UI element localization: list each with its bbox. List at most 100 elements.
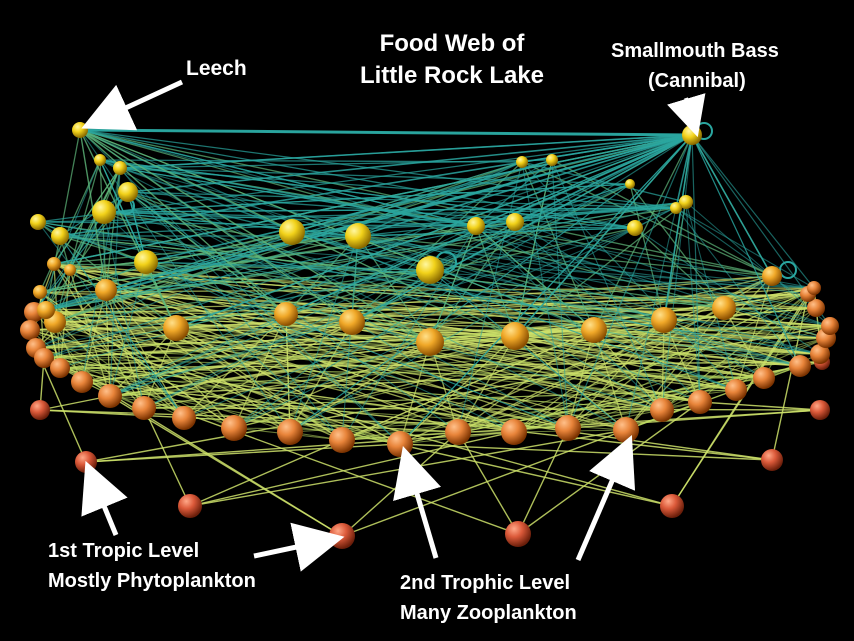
zooplankton-node xyxy=(445,419,471,445)
trophic-link xyxy=(663,319,801,367)
trophic-link xyxy=(53,134,693,265)
trophic-link xyxy=(675,207,817,309)
mid-level-node xyxy=(95,279,117,301)
trophic-link xyxy=(691,134,815,289)
top-predator-node xyxy=(134,250,158,274)
trophic-link xyxy=(33,134,693,313)
trophic-link xyxy=(119,167,801,367)
mid-level-node xyxy=(339,309,365,335)
second-level-arrow-left xyxy=(393,446,442,559)
trophic-link xyxy=(37,221,185,419)
zooplankton-node xyxy=(277,419,303,445)
trophic-link xyxy=(567,409,663,429)
trophic-link xyxy=(145,261,515,433)
zooplankton-node xyxy=(387,431,413,457)
zooplankton-node xyxy=(172,406,196,430)
trophic-link xyxy=(81,381,773,461)
trophic-link xyxy=(119,167,631,185)
trophic-link xyxy=(289,235,359,433)
trophic-link xyxy=(127,134,693,193)
zooplankton-node xyxy=(650,398,674,422)
trophic-link xyxy=(99,159,636,229)
trophic-link xyxy=(723,293,809,309)
base-species-node xyxy=(660,494,684,518)
trophic-link xyxy=(105,167,121,291)
zooplankton-node xyxy=(725,379,747,401)
trophic-link xyxy=(103,211,477,227)
first-level-label-line-2: Mostly Phytoplankton xyxy=(48,570,256,592)
trophic-link xyxy=(54,159,101,323)
trophic-link xyxy=(109,183,631,397)
trophic-link xyxy=(109,134,693,397)
zooplankton-node xyxy=(50,358,70,378)
top-predator-node xyxy=(113,161,127,175)
title-line-1: Food Web of xyxy=(379,30,525,57)
mid-level-node xyxy=(651,307,677,333)
bass-label-line-1: Smallmouth Bass xyxy=(611,40,779,62)
top-predator-node xyxy=(92,200,116,224)
trophic-link xyxy=(691,134,801,367)
second-level-label-line-1: 2nd Trophic Level xyxy=(400,572,571,594)
trophic-link xyxy=(79,129,431,343)
trophic-link xyxy=(289,183,631,433)
base-species-node xyxy=(178,494,202,518)
top-predator-node xyxy=(682,125,702,145)
trophic-link xyxy=(81,167,121,383)
top-predator-node xyxy=(625,179,635,189)
top-predator-node xyxy=(670,202,682,214)
trophic-link xyxy=(357,235,773,277)
trophic-link xyxy=(291,231,809,295)
top-predator-node xyxy=(546,154,558,166)
trophic-link xyxy=(39,291,831,327)
base-species-node xyxy=(75,451,97,473)
annotation-arrows xyxy=(81,79,706,572)
title-line-2: Little Rock Lake xyxy=(359,62,545,89)
mid-level-node xyxy=(581,317,607,343)
trophic-link xyxy=(69,235,359,271)
mid-level-node xyxy=(47,257,61,271)
zooplankton-node xyxy=(20,320,40,340)
trophic-link xyxy=(29,159,101,331)
trophic-link xyxy=(291,231,815,289)
trophic-link xyxy=(475,225,663,411)
trophic-link xyxy=(351,134,693,323)
trophic-link xyxy=(189,439,343,507)
top-predator-node xyxy=(345,223,371,249)
mid-level-node xyxy=(33,285,47,299)
trophic-link xyxy=(99,159,107,291)
mid-level-node xyxy=(416,328,444,356)
trophic-link xyxy=(429,337,827,343)
trophic-link xyxy=(551,159,773,277)
trophic-link xyxy=(103,183,631,213)
trophic-link xyxy=(79,129,693,136)
trophic-link xyxy=(53,263,185,419)
trophic-links xyxy=(29,122,831,537)
trophic-link xyxy=(457,337,827,433)
top-predator-node xyxy=(51,227,69,245)
top-predator-node xyxy=(94,154,106,166)
base-species-node xyxy=(505,521,531,547)
trophic-link xyxy=(103,211,431,343)
trophic-link xyxy=(663,134,693,321)
zooplankton-node xyxy=(34,348,54,368)
trophic-link xyxy=(233,293,809,429)
trophic-link xyxy=(521,161,737,391)
trophic-link xyxy=(103,211,343,441)
trophic-link xyxy=(685,201,831,327)
trophic-link xyxy=(514,221,831,327)
top-predator-node xyxy=(30,214,46,230)
mid-level-node xyxy=(37,301,55,319)
trophic-link xyxy=(81,325,831,383)
zooplankton-node xyxy=(98,384,122,408)
trophic-link xyxy=(341,225,477,441)
trophic-link xyxy=(183,227,636,419)
trophic-link xyxy=(109,307,725,397)
zooplankton-node xyxy=(555,415,581,441)
trophic-link xyxy=(79,129,401,445)
trophic-link xyxy=(357,134,693,237)
trophic-link xyxy=(85,325,831,463)
trophic-link xyxy=(517,427,569,535)
trophic-link xyxy=(233,227,636,429)
top-predator-node xyxy=(279,219,305,245)
trophic-link xyxy=(37,221,665,321)
